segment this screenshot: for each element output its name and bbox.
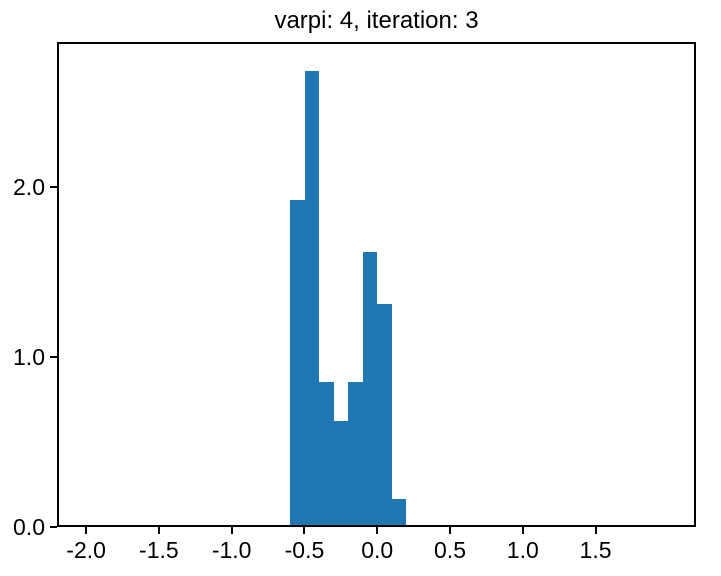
x-tick-label: 0.5	[434, 537, 466, 563]
x-tick-label: 1.0	[506, 537, 539, 563]
x-tick-mark	[521, 527, 524, 534]
x-tick-mark	[230, 527, 233, 534]
histogram-bar	[333, 421, 349, 525]
x-axis-tick-labels: -2.0 -1.5 -1.0 -0.5 0.0 0.5 1.0 1.5	[57, 536, 696, 566]
y-tick-mark	[50, 526, 57, 528]
histogram-bar	[290, 200, 305, 525]
histogram-bar	[391, 499, 407, 525]
x-tick-label: -1.0	[211, 537, 252, 563]
x-axis-tick-marks	[57, 527, 696, 534]
chart-title: varpi: 4, iteration: 3	[274, 7, 479, 34]
x-tick-label: 1.5	[579, 537, 612, 563]
x-tick-mark	[594, 527, 597, 534]
x-tick-label: -2.0	[66, 537, 106, 563]
x-tick-mark	[376, 527, 379, 534]
x-tick-mark	[449, 527, 451, 534]
x-tick-mark	[157, 527, 160, 534]
x-tick-mark	[303, 527, 306, 534]
y-axis-tick-labels: 0.0 1.0 2.0	[0, 42, 45, 540]
y-tick-label: 2.0	[13, 173, 45, 200]
x-tick-label: -1.5	[139, 537, 179, 563]
histogram-bar	[362, 252, 378, 525]
y-tick-label: 1.0	[13, 343, 45, 370]
bars-layer	[59, 44, 694, 525]
histogram-bar	[304, 70, 320, 525]
y-axis-tick-marks	[50, 42, 57, 528]
histogram-bar	[348, 382, 363, 525]
x-tick-mark	[85, 527, 88, 534]
plot-area	[57, 42, 696, 527]
y-tick-label: 0.0	[13, 514, 45, 540]
x-tick-label: 0.0	[361, 537, 394, 563]
y-tick-mark	[50, 355, 57, 358]
y-tick-mark	[50, 185, 57, 188]
histogram-bar	[319, 382, 334, 525]
histogram-bar	[377, 304, 392, 525]
x-tick-label: -0.5	[284, 537, 325, 563]
